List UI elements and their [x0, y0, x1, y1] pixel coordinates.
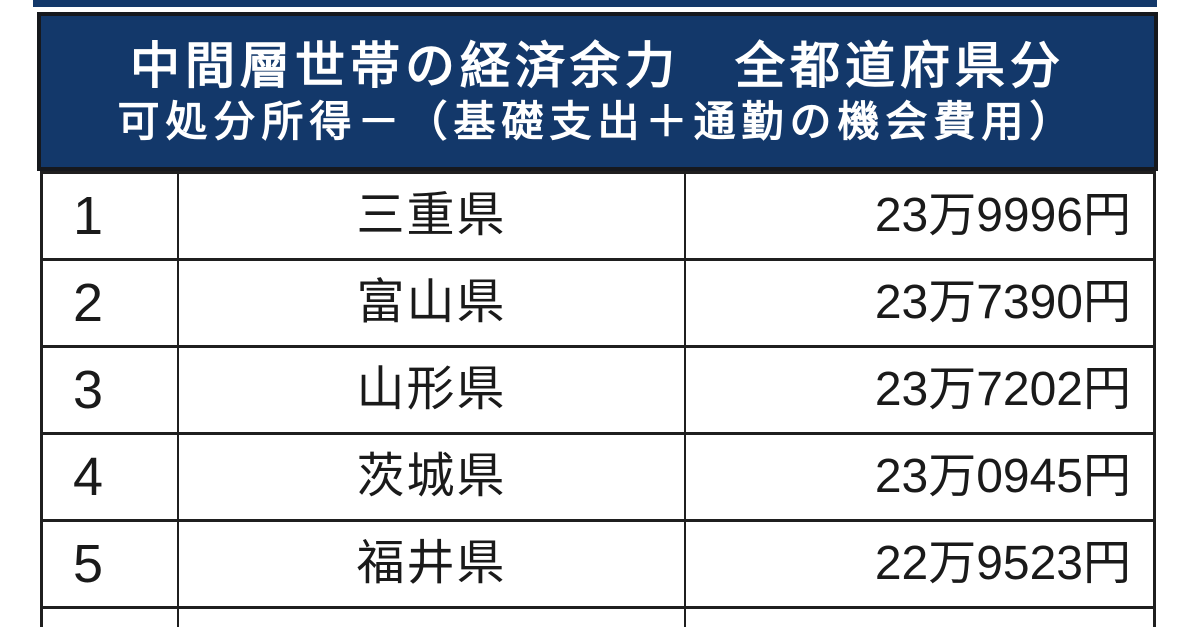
top-crop-strip [33, 0, 1157, 7]
table-row: 1 三重県 23万9996円 [43, 174, 1153, 261]
rank-cell: 5 [43, 522, 179, 606]
rank-cell [43, 609, 179, 627]
rank-cell: 3 [43, 348, 179, 432]
prefecture-cell: 福井県 [179, 522, 686, 606]
prefecture-cell: 富山県 [179, 261, 686, 345]
table-row: 2 富山県 23万7390円 [43, 261, 1153, 348]
page-title: 中間層世帯の経済余力 全都道府県分 [130, 37, 1065, 94]
rank-cell: 4 [43, 435, 179, 519]
amount-cell: 23万7202円 [874, 363, 1131, 416]
table-row: 3 山形県 23万7202円 [43, 348, 1153, 435]
table-row: 5 福井県 22万9523円 [43, 522, 1153, 609]
prefecture-cell [179, 609, 686, 627]
table-row: 4 茨城県 23万0945円 [43, 435, 1153, 522]
amount-cell [686, 609, 1153, 627]
rank-cell: 1 [43, 174, 179, 258]
prefecture-cell: 茨城県 [179, 435, 686, 519]
header-banner: 中間層世帯の経済余力 全都道府県分 可処分所得－（基礎支出＋通勤の機会費用） [37, 12, 1158, 171]
header-subtitle: 可処分所得－（基礎支出＋通勤の機会費用） [117, 97, 1078, 145]
prefecture-cell: 山形県 [179, 348, 686, 432]
amount-cell: 23万9996円 [874, 189, 1131, 242]
prefecture-ranking-table: 1 三重県 23万9996円 2 富山県 23万7390円 3 山形県 23万7… [40, 171, 1156, 627]
amount-cell: 22万9523円 [874, 537, 1131, 590]
rank-cell: 2 [43, 261, 179, 345]
prefecture-cell: 三重県 [179, 174, 686, 258]
table-row-cutoff [43, 609, 1153, 627]
amount-cell: 23万7390円 [874, 276, 1131, 329]
amount-cell: 23万0945円 [874, 450, 1131, 503]
